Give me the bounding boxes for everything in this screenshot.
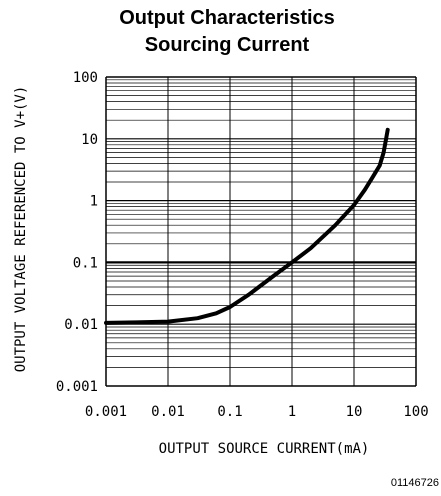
series-line	[104, 127, 390, 325]
y-tick-labels: 100 10 1 0.1 0.01 0.001	[56, 70, 98, 395]
x-tick-label: 1	[288, 404, 296, 420]
x-tick-label: 0.001	[85, 404, 127, 420]
y-tick-label: 0.01	[64, 317, 98, 333]
grid	[105, 76, 417, 387]
y-tick-label: 0.1	[73, 255, 98, 271]
y-tick-label: 10	[81, 132, 98, 148]
chart-title: Output Characteristics	[119, 7, 335, 29]
x-tick-label: 100	[403, 404, 428, 420]
x-tick-labels: 0.001 0.01 0.1 1 10 100	[85, 404, 429, 420]
x-tick-label: 10	[346, 404, 363, 420]
chart-subtitle: Sourcing Current	[145, 34, 310, 56]
x-axis-label: OUTPUT SOURCE CURRENT(mA)	[159, 441, 370, 457]
y-tick-label: 0.001	[56, 379, 98, 395]
x-tick-label: 0.01	[151, 404, 185, 420]
y-axis-label: OUTPUT VOLTAGE REFERENCED TO V+(V)	[13, 86, 29, 373]
y-tick-label: 100	[73, 70, 98, 86]
figure-id: 01146726	[391, 477, 439, 489]
x-tick-label: 0.1	[217, 404, 242, 420]
y-tick-label: 1	[90, 194, 98, 210]
